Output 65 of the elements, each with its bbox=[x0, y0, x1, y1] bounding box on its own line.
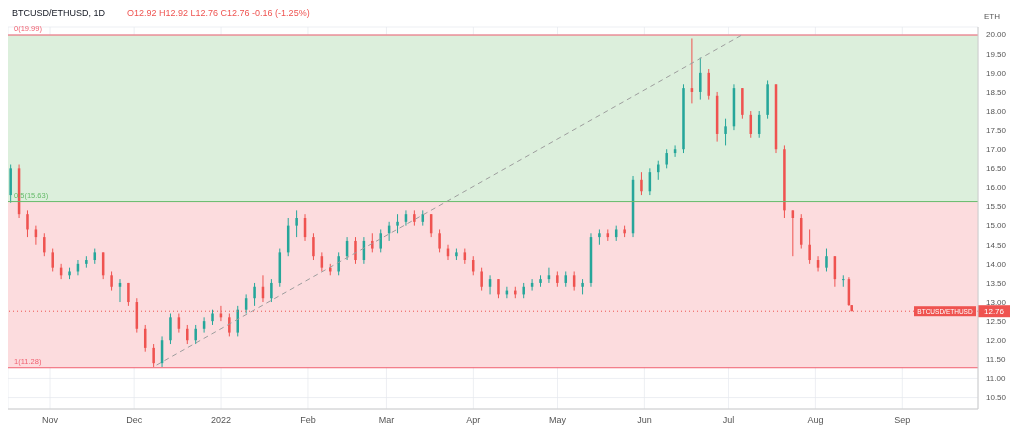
y-tick-label: 14.50 bbox=[986, 240, 1007, 250]
candlestick bbox=[270, 278, 273, 303]
candlestick bbox=[312, 232, 315, 261]
candlestick bbox=[699, 57, 702, 101]
x-tick-label: Mar bbox=[378, 415, 395, 426]
candlestick bbox=[371, 232, 374, 253]
x-tick-label: Sep bbox=[894, 415, 911, 426]
candlestick bbox=[236, 305, 240, 337]
y-tick-label: 20.00 bbox=[986, 30, 1007, 40]
candlestick bbox=[110, 270, 113, 292]
y-tick-label: 19.50 bbox=[986, 49, 1007, 59]
chart-title: BTCUSD/ETHUSD, 1D bbox=[12, 8, 106, 18]
candlestick bbox=[707, 68, 710, 101]
candlestick bbox=[337, 251, 340, 276]
candlestick bbox=[379, 228, 382, 253]
y-tick-label: 15.50 bbox=[986, 202, 1007, 212]
candlestick bbox=[808, 228, 811, 265]
y-tick-label: 18.50 bbox=[986, 87, 1007, 97]
y-tick-label: 10.50 bbox=[986, 393, 1007, 403]
candlestick bbox=[842, 274, 845, 288]
candlestick bbox=[43, 232, 46, 257]
candlestick bbox=[665, 148, 668, 169]
candlestick bbox=[396, 213, 399, 234]
y-tick-label: 13.50 bbox=[986, 278, 1007, 288]
y-axis-title: ETH bbox=[984, 12, 1001, 21]
x-tick-label: Aug bbox=[807, 415, 824, 426]
candlestick bbox=[438, 228, 441, 253]
annotation: 12.76 bbox=[983, 307, 1005, 317]
y-tick-label: 12.50 bbox=[986, 316, 1007, 326]
candlestick bbox=[657, 160, 660, 181]
candlestick bbox=[480, 267, 483, 292]
candlestick bbox=[724, 118, 727, 146]
y-tick-label: 19.00 bbox=[986, 68, 1007, 78]
chart-subtitle: O12.92 H12.92 L12.76 C12.76 -0.16 (-1.25%) bbox=[127, 8, 310, 18]
y-tick-label: 12.00 bbox=[986, 336, 1007, 346]
candlestick bbox=[194, 324, 197, 345]
candlestick bbox=[253, 282, 256, 307]
candlestick bbox=[295, 209, 298, 238]
y-tick-label: 11.00 bbox=[986, 374, 1006, 384]
y-tick-label: 17.00 bbox=[986, 145, 1007, 155]
x-tick-label: Jul bbox=[722, 415, 735, 426]
x-tick-label: Dec bbox=[126, 415, 143, 426]
x-tick-label: May bbox=[548, 415, 567, 426]
x-tick-label: Feb bbox=[300, 415, 316, 426]
y-tick-label: 17.50 bbox=[986, 125, 1007, 135]
x-tick-label: Apr bbox=[466, 415, 481, 426]
candlestick bbox=[51, 248, 54, 272]
x-tick-label: Nov bbox=[42, 415, 59, 426]
candlestick bbox=[186, 324, 189, 345]
y-tick-label: 18.00 bbox=[986, 106, 1007, 116]
x-tick-label: 2022 bbox=[211, 415, 232, 426]
y-tick-label: 11.50 bbox=[986, 355, 1006, 365]
candlestick bbox=[152, 343, 155, 368]
y-tick-label: 14.00 bbox=[986, 259, 1007, 269]
candlestick bbox=[354, 236, 357, 265]
candlestick bbox=[640, 171, 643, 196]
candlestick bbox=[26, 209, 29, 238]
candlestick bbox=[169, 313, 172, 345]
y-tick-label: 16.50 bbox=[986, 164, 1007, 174]
y-tick-label: 13.00 bbox=[986, 297, 1007, 307]
y-tick-label: 16.00 bbox=[986, 183, 1007, 193]
x-tick-label: Jun bbox=[637, 415, 652, 426]
y-tick-label: 15.00 bbox=[986, 221, 1007, 231]
candlestick bbox=[497, 278, 500, 299]
candlestick bbox=[825, 248, 828, 272]
